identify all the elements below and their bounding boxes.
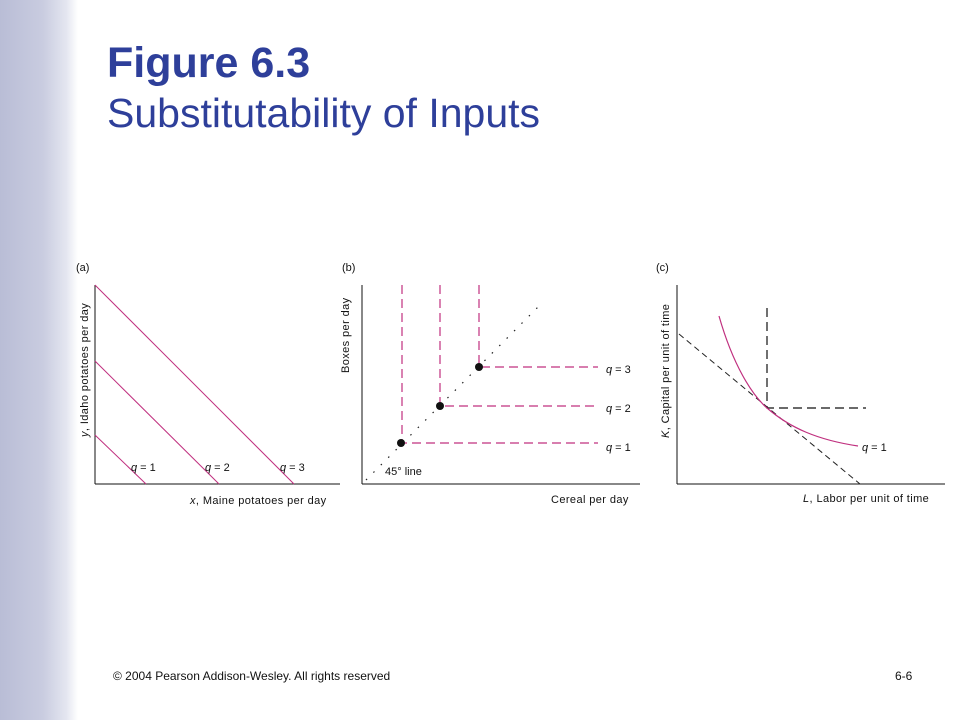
panel-c-fixed-proportions-isoquant <box>766 308 866 409</box>
panel-b-label-q1: q = 1 <box>606 442 631 454</box>
panel-b-45-degree-line <box>365 304 541 481</box>
panel-b-tag: (b) <box>342 262 355 274</box>
panel-c-isoquant-q1 <box>718 315 859 447</box>
panel-b-ylabel: Boxes per day <box>340 297 352 373</box>
panel-a-tag: (a) <box>76 262 89 274</box>
panel-b: (b) Boxes per day Cereal per day 45° lin… <box>340 262 640 506</box>
panel-a-xlabel: x, Maine potatoes per day <box>189 495 327 507</box>
panel-a-label-q1: q = 1 <box>131 462 156 474</box>
panel-a-label-q3: q = 3 <box>280 462 305 474</box>
panel-b-isoquant-q2 <box>439 285 598 407</box>
panel-a-isoquant-q2 <box>94 360 220 485</box>
panel-a-ylabel: y, Idaho potatoes per day <box>79 303 91 438</box>
panel-b-corner-point-q2 <box>436 402 444 410</box>
panel-a-label-q2: q = 2 <box>205 462 230 474</box>
panel-a: (a) y, Idaho potatoes per day x, Maine p… <box>76 262 340 507</box>
panel-b-xlabel: Cereal per day <box>551 494 629 506</box>
panel-b-isoquant-q3 <box>478 285 598 368</box>
panel-a-isoquant-q1 <box>94 434 147 485</box>
figure-title: Figure 6.3 <box>107 39 311 87</box>
panel-b-isoquant-q1 <box>401 285 598 444</box>
figure-subtitle: Substitutability of Inputs <box>107 90 541 136</box>
panel-b-corner-point-q3 <box>475 363 483 371</box>
panel-b-corner-point-q1 <box>397 439 405 447</box>
panel-a-isoquant-q3 <box>94 284 295 485</box>
copyright-footer: © 2004 Pearson Addison-Wesley. All right… <box>113 669 391 683</box>
decorative-sidebar <box>0 0 78 720</box>
panel-b-45-line-label: 45° line <box>385 466 422 478</box>
panel-b-label-q2: q = 2 <box>606 403 631 415</box>
panel-c-isocost-line <box>678 333 861 485</box>
panel-c-tag: (c) <box>656 262 669 274</box>
panel-c-label-q1: q = 1 <box>862 442 887 454</box>
slide-number: 6-6 <box>895 669 913 683</box>
panel-c-ylabel: K, Capital per unit of time <box>660 304 672 438</box>
panel-c-xlabel: L, Labor per unit of time <box>803 493 929 505</box>
panel-c: (c) K, Capital per unit of time L, Labor… <box>656 262 945 505</box>
panel-b-label-q3: q = 3 <box>606 364 631 376</box>
